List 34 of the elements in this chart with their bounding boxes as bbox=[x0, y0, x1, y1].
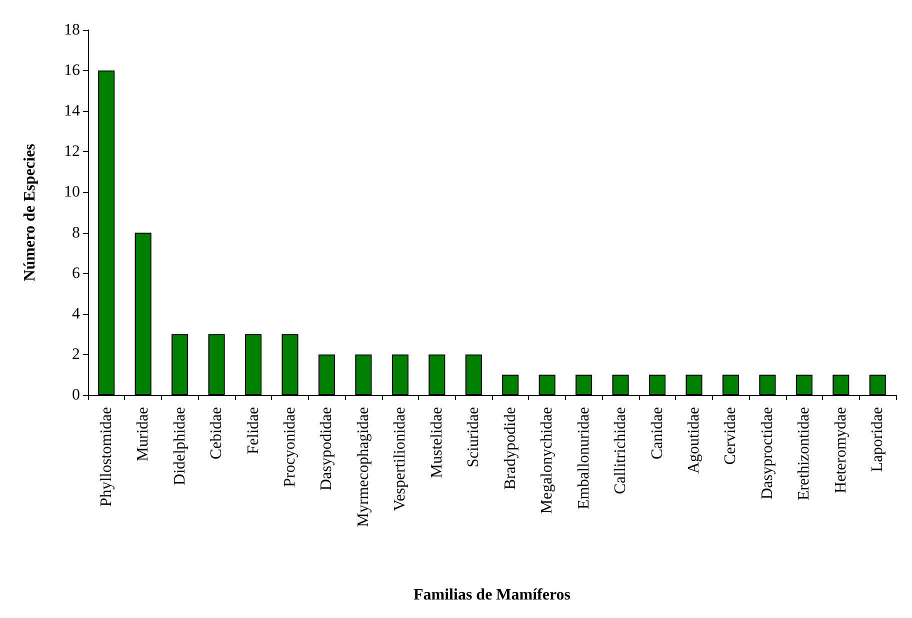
x-axis-title: Familias de Mamíferos bbox=[413, 586, 571, 604]
x-tick-label: Muridae bbox=[134, 407, 152, 462]
x-tick-label: Felidae bbox=[244, 407, 262, 454]
x-tick-label: Emballonuridae bbox=[575, 407, 592, 510]
x-tick-label: Vespertilionidae bbox=[392, 407, 409, 511]
x-tick-label: Erethizontidae bbox=[796, 407, 813, 500]
y-tick-label: 2 bbox=[72, 346, 80, 363]
x-tick-label: Cervidae bbox=[722, 407, 740, 465]
x-tick-label: Laporidae bbox=[869, 407, 886, 472]
x-tick-label: Callitrichidae bbox=[612, 407, 630, 494]
x-tick-label: Didelphidae bbox=[171, 407, 188, 486]
x-tick-label: Cebidae bbox=[208, 407, 226, 460]
x-tick-label: Myrmecophagidae bbox=[354, 407, 372, 527]
y-tick-label: 14 bbox=[64, 102, 80, 120]
y-tick-label: 6 bbox=[72, 264, 80, 282]
x-tick-label: Bradypodide bbox=[502, 407, 519, 490]
y-tick-label: 4 bbox=[72, 305, 80, 322]
x-tick-label: Agoutidae bbox=[686, 407, 702, 474]
y-tick-label: 18 bbox=[64, 22, 80, 38]
x-tick-label: Mustelidae bbox=[428, 407, 446, 478]
x-tick-label: Dasypodidae bbox=[318, 407, 336, 491]
y-axis-title: Número de Especies bbox=[22, 144, 38, 282]
x-tick-label: Heteromydae bbox=[832, 407, 850, 494]
y-tick-label: 10 bbox=[64, 184, 80, 201]
y-tick-label: 0 bbox=[72, 386, 80, 404]
y-tick-label: 16 bbox=[64, 62, 80, 80]
y-tick-label: 12 bbox=[64, 143, 80, 160]
x-tick-label: Megalonychidae bbox=[538, 407, 556, 514]
x-tick-label: Sciuridae bbox=[465, 407, 482, 468]
x-tick-label: Canidae bbox=[648, 407, 666, 460]
x-tick-label: Dasyproctidae bbox=[758, 407, 776, 500]
x-tick-label: Phyllostomidae bbox=[98, 407, 115, 507]
x-tick-label: Procyonidae bbox=[282, 407, 298, 487]
y-tick-label: 8 bbox=[72, 224, 80, 242]
